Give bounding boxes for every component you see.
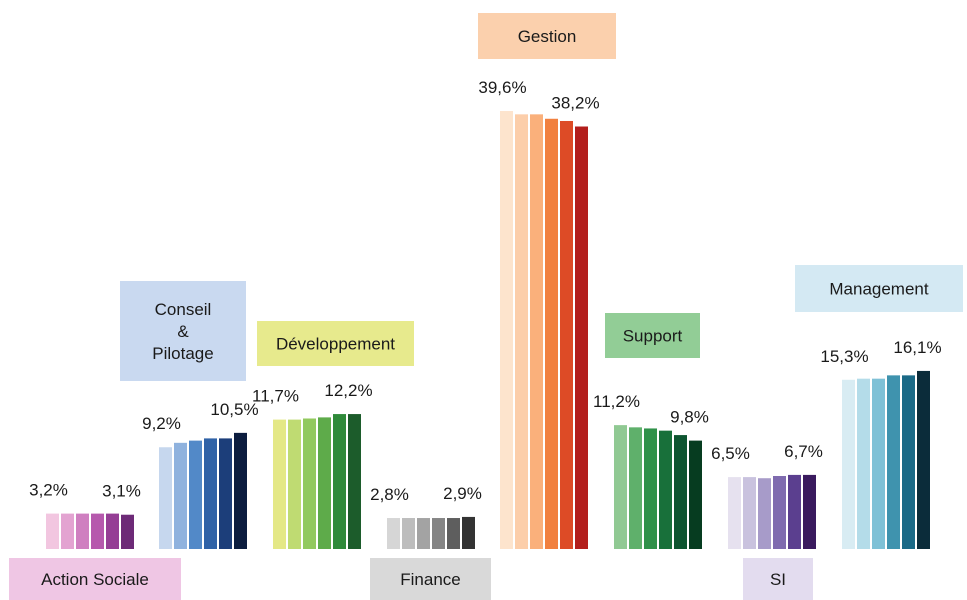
category-label: Pilotage	[152, 344, 213, 363]
bar-action-sociale-3	[76, 513, 89, 549]
bar-finance-5	[447, 518, 460, 549]
bar-d-veloppement-1	[273, 419, 286, 549]
category-label: Management	[829, 280, 929, 299]
category-label: SI	[770, 570, 786, 589]
category-label: Action Sociale	[41, 570, 149, 589]
category-label-box	[478, 13, 616, 59]
value-label-first: 15,3%	[820, 347, 868, 366]
bar-management-1	[842, 379, 855, 549]
bar-support-6	[689, 440, 702, 549]
category-label-box	[795, 265, 963, 312]
value-label-first: 11,2%	[593, 392, 640, 411]
bar-action-sociale-1	[46, 513, 59, 549]
bar-action-sociale-5	[106, 513, 119, 549]
bar-conseil-pilotage-6	[234, 432, 247, 549]
bar-d-veloppement-3	[303, 418, 316, 549]
bar-management-4	[887, 375, 900, 549]
value-label-last: 6,7%	[784, 442, 823, 461]
bar-support-3	[644, 428, 657, 549]
bar-finance-1	[387, 518, 400, 549]
bar-conseil-pilotage-2	[174, 442, 187, 549]
category-label-box	[743, 558, 813, 600]
value-label-last: 3,1%	[102, 482, 141, 501]
bar-conseil-pilotage-5	[219, 438, 232, 549]
bar-action-sociale-2	[61, 513, 74, 549]
value-label-first: 39,6%	[478, 78, 526, 97]
bar-finance-4	[432, 518, 445, 549]
category-label: Gestion	[518, 27, 577, 46]
value-label-last: 2,9%	[443, 484, 482, 503]
bar-management-2	[857, 378, 870, 549]
value-label-last: 9,8%	[670, 408, 709, 427]
category-label-box	[605, 313, 700, 358]
bar-gestion-6	[575, 126, 588, 550]
bar-gestion-3	[530, 114, 543, 549]
value-label-first: 2,8%	[370, 485, 409, 504]
bar-si-4	[773, 476, 786, 549]
bar-gestion-1	[500, 111, 513, 550]
category-label: Finance	[400, 570, 460, 589]
category-label: &	[177, 322, 189, 341]
bar-conseil-pilotage-1	[159, 447, 172, 549]
bar-management-6	[917, 370, 930, 549]
bar-gestion-2	[515, 114, 528, 549]
bar-si-2	[743, 477, 756, 549]
bar-d-veloppement-6	[348, 414, 361, 549]
category-label-box	[370, 558, 491, 600]
bar-support-1	[614, 425, 627, 549]
bar-management-3	[872, 378, 885, 549]
category-label-box	[120, 281, 246, 381]
bar-management-5	[902, 375, 915, 549]
value-label-first: 6,5%	[711, 444, 750, 463]
value-label-last: 10,5%	[210, 400, 258, 419]
bar-finance-6	[462, 516, 475, 549]
bar-si-5	[788, 474, 801, 549]
bar-si-1	[728, 477, 741, 549]
bar-si-6	[803, 474, 816, 549]
bar-finance-2	[402, 518, 415, 549]
bar-d-veloppement-2	[288, 419, 301, 549]
bar-d-veloppement-5	[333, 414, 346, 549]
bar-gestion-4	[545, 118, 558, 550]
bar-action-sociale-6	[121, 514, 134, 549]
bar-finance-3	[417, 518, 430, 549]
bar-support-2	[629, 427, 642, 549]
bar-conseil-pilotage-3	[189, 440, 202, 549]
bar-gestion-5	[560, 120, 573, 549]
category-label: Support	[623, 327, 683, 346]
bar-support-4	[659, 430, 672, 549]
bar-d-veloppement-4	[318, 417, 331, 549]
bar-action-sociale-4	[91, 513, 104, 549]
value-label-last: 12,2%	[324, 381, 372, 400]
bar-si-3	[758, 478, 771, 549]
category-label-box	[257, 321, 414, 366]
value-label-first: 11,7%	[252, 387, 299, 406]
category-label: Développement	[276, 335, 395, 354]
value-label-last: 38,2%	[551, 94, 599, 113]
value-label-first: 3,2%	[29, 481, 68, 500]
bar-conseil-pilotage-4	[204, 438, 217, 549]
category-label: Conseil	[155, 300, 212, 319]
category-label-box	[9, 558, 181, 600]
value-label-first: 9,2%	[142, 414, 181, 433]
bar-support-5	[674, 435, 687, 549]
value-label-last: 16,1%	[893, 338, 941, 357]
